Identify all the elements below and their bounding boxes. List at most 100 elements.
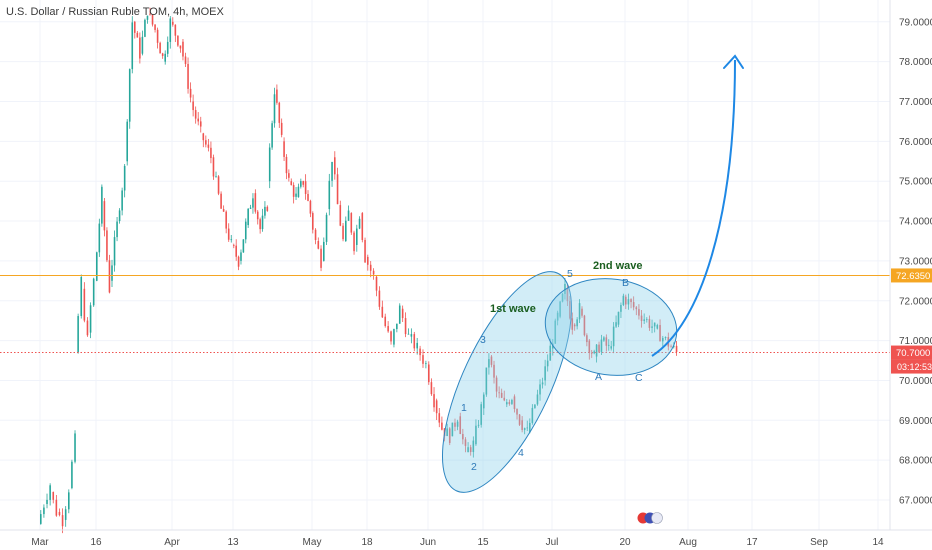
projection-arrow-curve[interactable] [651, 59, 736, 357]
elliott-wave-annotations[interactable]: 1st wave 2nd wave 1 2 3 4 5 A B C [416, 54, 744, 510]
candle [488, 353, 490, 375]
candle [659, 319, 661, 342]
wave-point-c: C [635, 372, 643, 384]
candle [598, 341, 600, 353]
event-flag-icon[interactable] [651, 512, 663, 524]
candle [92, 277, 95, 307]
level-70-7000-tag [891, 345, 932, 360]
candle [500, 388, 503, 399]
candle [156, 27, 159, 49]
candle [328, 173, 331, 216]
price-tags: 72.6350 70.7000 03:12:53 [891, 268, 932, 374]
price-tick-label: 73.0000 [899, 256, 932, 267]
candle [64, 506, 67, 527]
candle [342, 223, 344, 242]
wave-point-a: A [595, 371, 602, 383]
candle [302, 180, 305, 188]
candle [86, 317, 89, 337]
price-tick-label: 71.0000 [899, 336, 932, 347]
first-wave-ellipse[interactable] [416, 255, 597, 510]
candle [288, 169, 290, 182]
candle [74, 430, 76, 464]
candle [367, 254, 369, 271]
events-badge[interactable] [637, 512, 663, 524]
candle [498, 386, 500, 399]
candle [108, 254, 111, 294]
candle [670, 344, 672, 348]
candle [312, 211, 314, 234]
candle [317, 237, 320, 250]
candle [511, 398, 513, 406]
candle [254, 189, 257, 214]
price-axis-labels: 67.0000 68.0000 69.0000 70.0000 71.0000 72.00… [899, 17, 932, 506]
candle [331, 161, 333, 187]
candle [159, 41, 161, 54]
candle [364, 237, 366, 264]
time-tick-label: 20 [619, 537, 631, 548]
candle [381, 300, 384, 319]
second-wave-ellipse[interactable] [539, 270, 683, 383]
candle [630, 298, 632, 309]
candle [96, 251, 98, 282]
candle [202, 132, 205, 148]
price-tick-label: 77.0000 [899, 97, 932, 108]
candle [334, 151, 336, 180]
candle [297, 183, 300, 198]
candle [559, 300, 561, 319]
candle [235, 239, 237, 261]
candle [396, 323, 398, 333]
candle [304, 174, 307, 200]
candle [640, 310, 643, 328]
candle [256, 210, 259, 225]
candle [134, 20, 136, 39]
candle [83, 282, 86, 323]
candle [435, 398, 438, 420]
candle [523, 427, 526, 435]
candle [490, 355, 493, 368]
candle [222, 205, 225, 212]
time-tick-label: May [303, 537, 322, 548]
candle [151, 14, 154, 27]
candle [307, 190, 309, 202]
candle [513, 394, 516, 413]
candle [451, 422, 454, 437]
horizontal-levels[interactable] [0, 274, 890, 354]
candle [516, 408, 518, 420]
candle [43, 504, 45, 518]
candle [58, 508, 61, 517]
candle [77, 313, 79, 354]
candle [576, 317, 578, 330]
candle [627, 293, 630, 310]
candle [467, 442, 469, 453]
candle [323, 237, 325, 262]
candle [194, 106, 197, 124]
candle [369, 261, 372, 278]
candlestick-series [40, 7, 678, 534]
candle [422, 349, 424, 368]
candle [607, 339, 610, 351]
candle [378, 286, 381, 310]
candle [325, 212, 328, 246]
candle [413, 331, 416, 352]
time-tick-label: Sep [810, 537, 828, 548]
candle [569, 295, 571, 320]
candle [144, 18, 146, 38]
wave-point-2: 2 [471, 461, 477, 473]
candle [350, 212, 353, 235]
candle [146, 15, 149, 24]
wave-point-4: 4 [518, 447, 524, 459]
candle [620, 302, 622, 318]
candle [46, 493, 48, 509]
candle [273, 87, 276, 128]
price-tick-label: 78.0000 [899, 57, 932, 68]
candle [529, 418, 531, 434]
candle [404, 312, 407, 338]
candle [217, 175, 220, 196]
candle [387, 321, 389, 333]
candle [285, 154, 288, 180]
wave-point-5: 5 [567, 268, 573, 280]
candle [539, 379, 541, 401]
candle [230, 234, 233, 243]
candle [581, 306, 583, 318]
